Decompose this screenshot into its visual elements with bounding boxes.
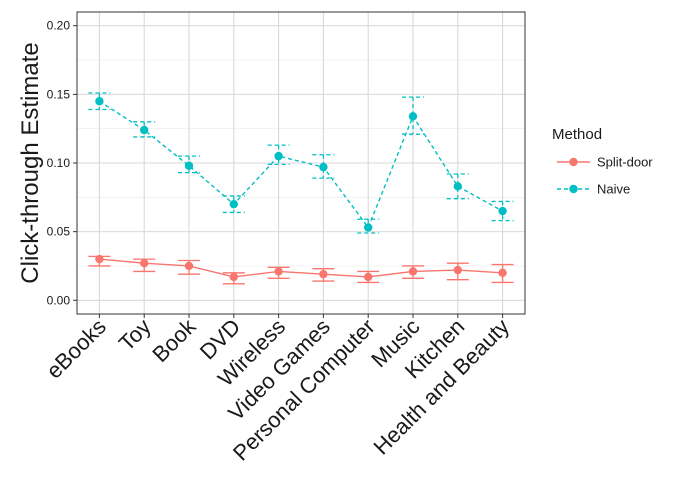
data-point [274, 267, 283, 276]
y-tick-label: 0.20 [47, 19, 71, 33]
y-tick-label: 0.15 [47, 87, 71, 101]
y-tick-label: 0.05 [47, 225, 71, 239]
data-point [95, 254, 104, 264]
data-point [229, 199, 238, 209]
data-point [184, 261, 194, 271]
data-point [498, 268, 507, 278]
y-axis: 0.00 0.05 0.10 0.15 0.20 [47, 19, 77, 307]
data-point [229, 272, 238, 282]
category-label: eBooks [41, 314, 111, 384]
data-point [364, 223, 373, 232]
data-point [453, 182, 462, 191]
data-point [274, 151, 283, 161]
data-point [319, 162, 328, 172]
data-point [184, 161, 194, 170]
data-point [140, 259, 149, 268]
data-point [319, 269, 328, 279]
legend-key-point [569, 157, 578, 167]
minor-grid [77, 59, 525, 267]
data-point [453, 265, 462, 275]
legend: Method Split-door Naive [552, 126, 653, 197]
data-point [364, 272, 373, 282]
y-tick-label: 0.10 [47, 156, 71, 170]
legend-label: Split-door [597, 155, 653, 170]
legend-items: Split-door Naive [557, 155, 653, 197]
data-point [408, 112, 418, 121]
legend-item-naive: Naive [557, 182, 630, 197]
data-point [140, 125, 149, 135]
legend-label: Naive [597, 182, 630, 197]
series-line [99, 100, 503, 229]
legend-title: Method [552, 126, 602, 143]
data-point [95, 97, 104, 106]
data-point [408, 267, 418, 276]
y-axis-title: Click-through Estimate [17, 42, 44, 283]
series-naive [88, 92, 514, 234]
category-label: Book [147, 313, 201, 367]
legend-item-split-door: Split-door [557, 155, 653, 170]
data-point [498, 206, 507, 216]
y-tick-label: 0.00 [47, 293, 71, 307]
legend-key-point [569, 184, 578, 194]
series-layer [88, 92, 514, 285]
series-line [99, 258, 503, 278]
series-split-door [88, 254, 514, 285]
